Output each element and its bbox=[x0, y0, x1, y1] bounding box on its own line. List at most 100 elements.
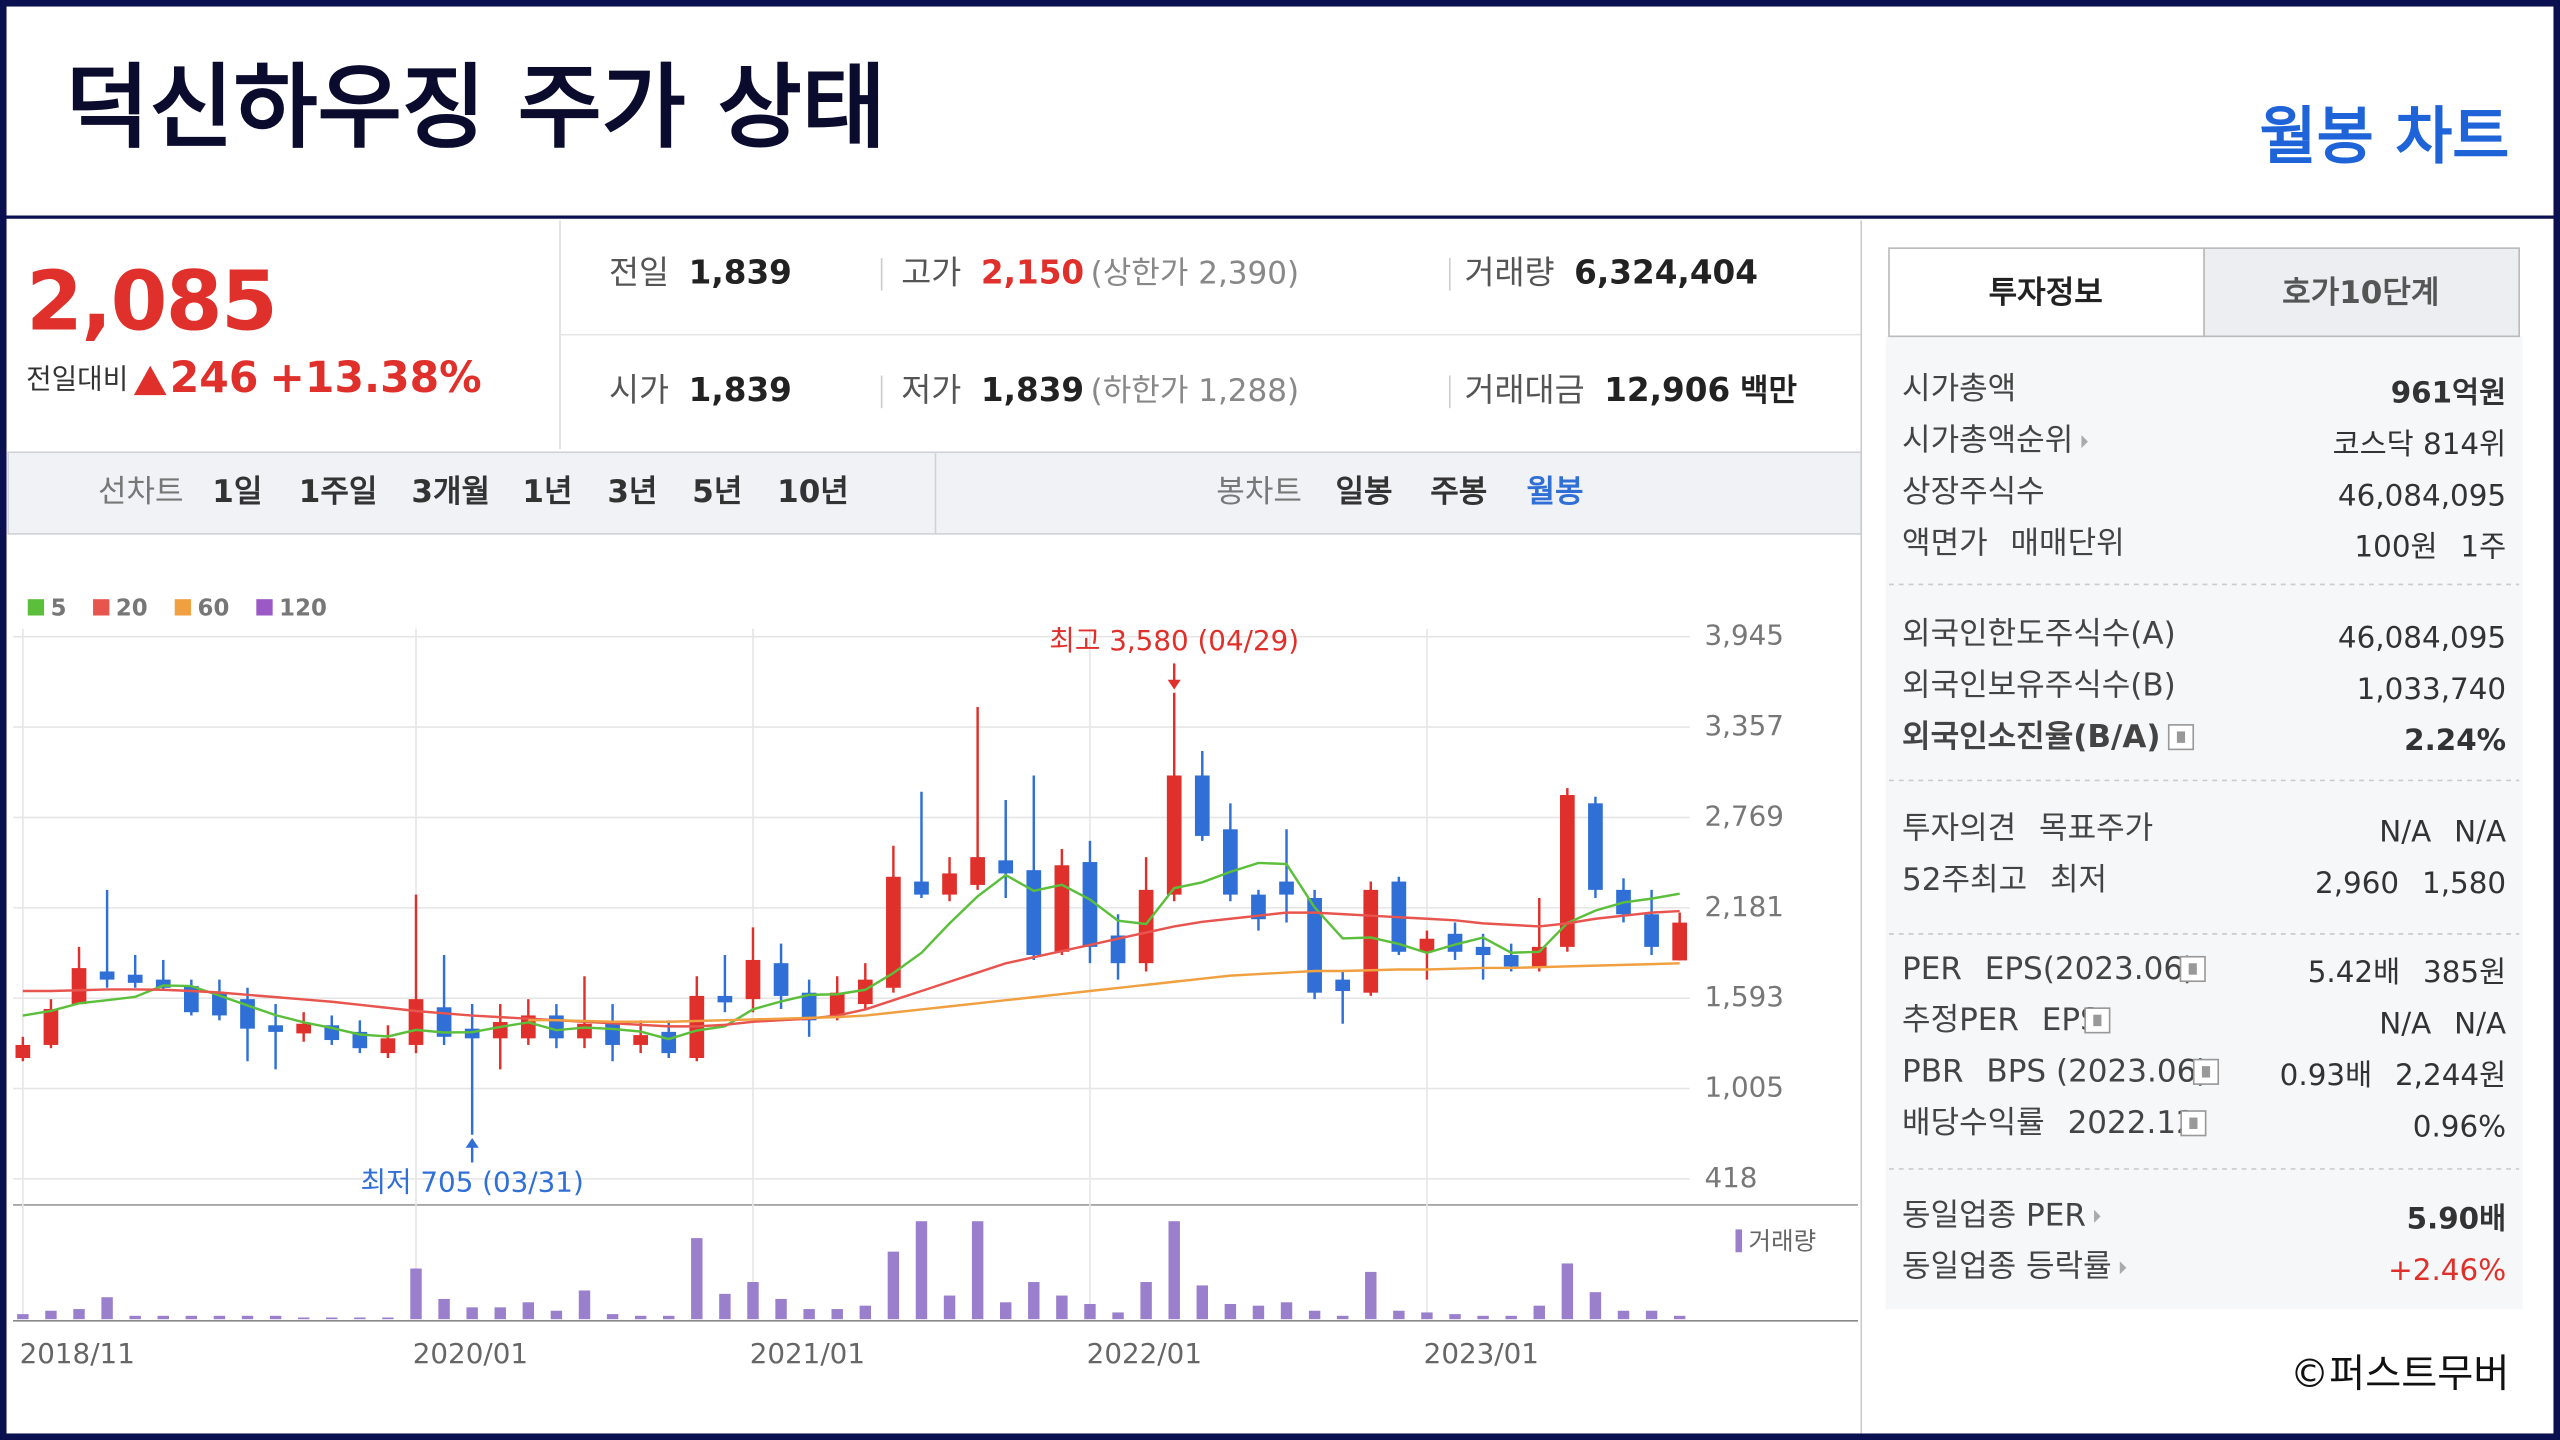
period-tab[interactable]: 3개월 bbox=[411, 474, 490, 510]
info-label[interactable]: 시가총액순위 bbox=[1902, 423, 2073, 459]
link-arrow bbox=[2081, 435, 2088, 449]
y-tick-label: 3,357 bbox=[1704, 709, 1783, 742]
period-tab[interactable]: 5년 bbox=[692, 474, 742, 510]
volume-bar bbox=[45, 1310, 57, 1320]
volume-bar bbox=[326, 1317, 338, 1320]
volume-bar bbox=[1589, 1292, 1602, 1320]
candle-body bbox=[464, 1028, 480, 1039]
info-value: 0.93배 2,244원 bbox=[2280, 1057, 2506, 1091]
period-tab[interactable]: 1주일 bbox=[299, 474, 378, 510]
volume-bar bbox=[1645, 1310, 1658, 1320]
volume-bar bbox=[129, 1315, 141, 1320]
volume-bar bbox=[1196, 1285, 1208, 1320]
info-label[interactable]: 동일업종 PER bbox=[1902, 1197, 2086, 1233]
period-tab[interactable]: 10년 bbox=[777, 474, 849, 510]
tab-label[interactable]: 투자정보 bbox=[1989, 275, 2103, 311]
volume-bar bbox=[185, 1315, 198, 1320]
volume-bar bbox=[17, 1314, 29, 1320]
candle-body bbox=[1166, 775, 1182, 895]
candle-body bbox=[605, 1022, 620, 1045]
period-tab[interactable]: 1년 bbox=[522, 474, 572, 510]
y-tick-label: 2,769 bbox=[1704, 799, 1783, 832]
candle-body bbox=[268, 1025, 283, 1032]
value-part: 2.24% bbox=[2404, 723, 2506, 757]
volume-bar bbox=[1505, 1315, 1517, 1320]
tab-label[interactable]: 호가10단계 bbox=[2282, 275, 2439, 311]
volume-bar bbox=[1308, 1310, 1321, 1320]
info-label: 52주최고 최저 bbox=[1902, 862, 2107, 898]
candle-body bbox=[1588, 803, 1603, 890]
info-label[interactable]: 동일업종 등락률 bbox=[1902, 1249, 2112, 1285]
label-part: 52주최고 bbox=[1902, 862, 2027, 898]
volume-bar bbox=[1477, 1315, 1489, 1320]
volume-bar bbox=[1421, 1312, 1433, 1320]
tab[interactable] bbox=[1888, 247, 2205, 338]
y-tick-label: 418 bbox=[1704, 1161, 1757, 1194]
label-part: 시가총액순위 bbox=[1902, 423, 2073, 459]
x-tick-label: 2021/01 bbox=[750, 1337, 865, 1370]
volume-bar bbox=[634, 1315, 647, 1320]
ma-line bbox=[528, 962, 1680, 1023]
candle-body bbox=[1279, 881, 1294, 895]
help-icon[interactable] bbox=[2179, 955, 2206, 983]
value-part: 5.90배 bbox=[2407, 1201, 2507, 1235]
tab[interactable] bbox=[2203, 247, 2520, 338]
label-part: 추정PER bbox=[1902, 1002, 2019, 1038]
value-part: 1주 bbox=[2460, 529, 2506, 563]
candle-body bbox=[1026, 870, 1042, 956]
candle-body bbox=[1447, 933, 1463, 952]
value-part: 0.96% bbox=[2413, 1109, 2506, 1143]
label-part: 최저 bbox=[2050, 862, 2107, 898]
detail-label: 시가 bbox=[609, 371, 669, 409]
quote-detail: 고가 2,150 (상한가 2,390) bbox=[901, 253, 1299, 291]
label-part: 외국인보유주식수(B) bbox=[1902, 668, 2176, 704]
period-tab[interactable]: 월봉 bbox=[1527, 474, 1584, 510]
volume-bar bbox=[971, 1221, 984, 1320]
detail-label: 고가 bbox=[901, 253, 961, 291]
legend-label: 20 bbox=[116, 595, 148, 621]
candle-body bbox=[633, 1035, 648, 1045]
candle-body bbox=[1531, 946, 1547, 967]
change-label: 전일대비 bbox=[26, 362, 128, 395]
candle-body bbox=[1419, 938, 1435, 952]
volume-bar bbox=[297, 1317, 310, 1320]
candle-body bbox=[857, 979, 873, 1005]
candle-body bbox=[380, 1038, 396, 1054]
detail-value: 1,839 bbox=[981, 371, 1084, 409]
candle-body bbox=[829, 992, 845, 1016]
info-panel bbox=[1885, 336, 2523, 1310]
legend-label: 거래량 bbox=[1749, 1226, 1817, 1255]
period-tab[interactable]: 주봉 bbox=[1430, 474, 1487, 510]
quote-detail: 거래대금 12,906 백만 bbox=[1464, 371, 1797, 409]
value-part: N/A bbox=[2454, 814, 2506, 848]
label-part: 액면가 bbox=[1902, 525, 1988, 561]
candle-body bbox=[1363, 889, 1379, 993]
label-part: 동일업종 등락률 bbox=[1902, 1249, 2112, 1285]
quote-detail: 시가 1,839 bbox=[609, 371, 792, 409]
volume-bar bbox=[1561, 1263, 1574, 1320]
volume-bar bbox=[1393, 1310, 1405, 1320]
volume-bar bbox=[719, 1293, 731, 1320]
period-tab[interactable]: 일봉 bbox=[1336, 474, 1393, 510]
help-mark bbox=[2189, 1117, 2198, 1129]
legend-label: 5 bbox=[51, 595, 67, 621]
help-mark bbox=[2176, 731, 2186, 743]
volume-bar bbox=[73, 1309, 85, 1320]
detail-sub: (상한가 2,390) bbox=[1091, 255, 1299, 291]
info-label: 추정PER EPS bbox=[1902, 1002, 2100, 1038]
legend-swatch bbox=[256, 599, 273, 616]
x-tick-label: 2022/01 bbox=[1087, 1337, 1202, 1370]
candle-body bbox=[43, 1008, 59, 1045]
volume-bar bbox=[1056, 1295, 1068, 1320]
legend-swatch bbox=[93, 599, 110, 616]
quote-detail: 거래량 6,324,404 bbox=[1464, 253, 1757, 291]
period-tab[interactable]: 3년 bbox=[607, 474, 657, 510]
detail-label: 전일 bbox=[609, 253, 669, 291]
label-part: 시가총액 bbox=[1902, 371, 2016, 407]
candle-body bbox=[1082, 862, 1098, 947]
candle-body bbox=[661, 1031, 677, 1054]
label-part: 2022.12 bbox=[2068, 1105, 2196, 1141]
period-tab[interactable]: 1일 bbox=[212, 474, 262, 510]
detail-value: 6,324,404 bbox=[1574, 253, 1758, 291]
volume-bar bbox=[915, 1221, 928, 1320]
